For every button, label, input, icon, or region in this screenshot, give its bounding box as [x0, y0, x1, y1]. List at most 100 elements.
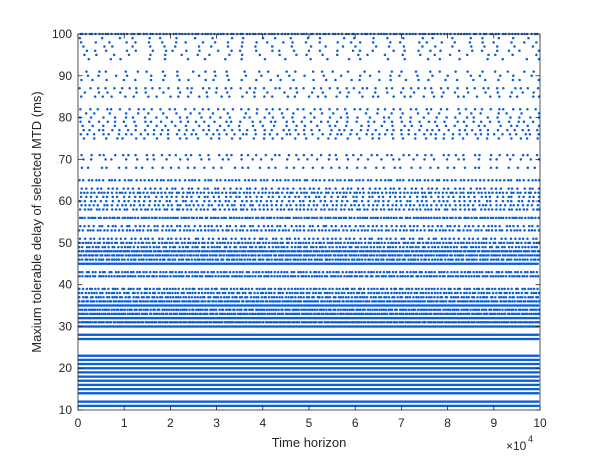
- data-points: [77, 32, 541, 408]
- data-point: [102, 321, 105, 324]
- data-point: [137, 312, 141, 316]
- data-point: [230, 312, 233, 316]
- data-point: [418, 321, 422, 324]
- data-point: [176, 321, 179, 324]
- data-point: [536, 371, 540, 374]
- data-point: [161, 321, 164, 324]
- data-point: [441, 321, 444, 324]
- data-point: [536, 375, 540, 378]
- data-point: [254, 312, 257, 316]
- data-point: [145, 312, 149, 316]
- data-point: [200, 312, 203, 316]
- data-point: [91, 321, 94, 324]
- data-point: [109, 321, 113, 324]
- data-point: [390, 321, 393, 324]
- data-point: [322, 312, 325, 316]
- data-point: [104, 312, 107, 316]
- data-point: [196, 312, 199, 316]
- data-point: [155, 321, 158, 324]
- data-point: [320, 321, 324, 324]
- data-point: [467, 321, 471, 324]
- data-point: [149, 312, 153, 316]
- data-point: [315, 321, 318, 324]
- data-point: [232, 321, 235, 324]
- data-point: [116, 321, 119, 324]
- data-point: [212, 312, 215, 316]
- data-point: [188, 312, 191, 316]
- data-point: [242, 321, 245, 324]
- data-point: [536, 383, 540, 387]
- data-point: [165, 312, 169, 316]
- data-point: [228, 312, 231, 316]
- data-point: [158, 312, 161, 316]
- data-point: [273, 312, 277, 316]
- level-row: [77, 387, 540, 391]
- data-point: [166, 321, 169, 324]
- data-point: [223, 312, 227, 316]
- level-row: [77, 362, 540, 366]
- data-point: [183, 312, 187, 316]
- data-point: [281, 312, 285, 316]
- data-point: [114, 312, 117, 316]
- data-point: [536, 316, 540, 320]
- data-point: [248, 312, 251, 316]
- data-point: [536, 387, 540, 391]
- data-point: [245, 312, 249, 316]
- data-point: [180, 312, 183, 316]
- data-point: [424, 321, 427, 324]
- data-point: [318, 312, 321, 316]
- data-point: [192, 321, 196, 324]
- level-row: [77, 337, 540, 341]
- data-point: [134, 321, 137, 324]
- data-point: [239, 312, 243, 316]
- data-point: [141, 321, 145, 324]
- data-point: [352, 321, 356, 324]
- data-point: [401, 321, 405, 324]
- data-point: [507, 321, 510, 324]
- data-point: [371, 321, 375, 324]
- data-point: [411, 321, 414, 324]
- data-point: [175, 312, 179, 316]
- data-point: [375, 321, 378, 324]
- data-point: [363, 321, 367, 324]
- data-point: [234, 312, 237, 316]
- data-point: [458, 321, 461, 324]
- data-point: [536, 354, 540, 357]
- level-row: [77, 379, 540, 383]
- data-point: [148, 321, 151, 324]
- data-point: [332, 321, 335, 324]
- level-row: [77, 392, 540, 395]
- data-point: [191, 312, 195, 316]
- data-point: [288, 321, 292, 324]
- data-point: [314, 312, 317, 316]
- level-row: [77, 371, 540, 374]
- data-point: [268, 312, 271, 316]
- level-row: [77, 316, 540, 320]
- data-point: [430, 321, 433, 324]
- data-point: [309, 312, 313, 316]
- data-point: [537, 321, 540, 324]
- data-point: [161, 312, 165, 316]
- data-point: [536, 400, 540, 403]
- data-point: [108, 312, 111, 316]
- data-point: [536, 333, 540, 337]
- data-point: [270, 321, 273, 324]
- data-point: [367, 321, 371, 324]
- data-point: [347, 321, 350, 324]
- data-point: [185, 321, 188, 324]
- data-point: [106, 321, 110, 324]
- data-point: [78, 321, 81, 324]
- data-point: [536, 404, 540, 408]
- data-point: [436, 321, 439, 324]
- data-point: [473, 321, 476, 324]
- data-point: [454, 321, 458, 324]
- data-point: [520, 321, 523, 324]
- data-point: [135, 312, 139, 316]
- data-point: [448, 321, 452, 324]
- data-point: [536, 337, 540, 341]
- level-row: [77, 375, 540, 378]
- data-point: [156, 312, 159, 316]
- data-point: [278, 312, 281, 316]
- data-point: [526, 321, 529, 324]
- data-point: [170, 312, 173, 316]
